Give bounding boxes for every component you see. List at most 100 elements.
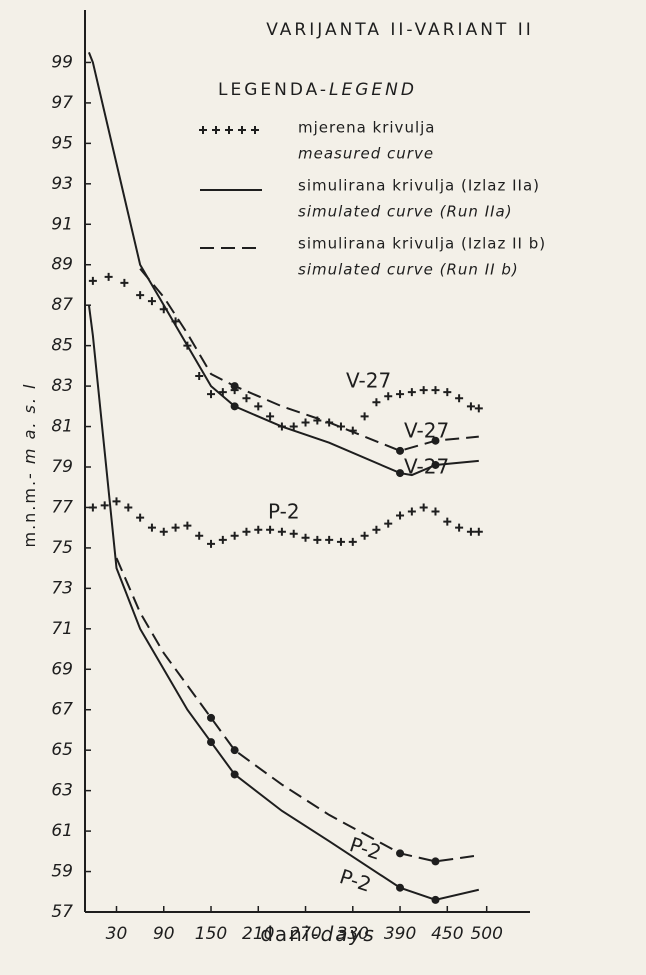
measured-point xyxy=(407,507,416,516)
measured-point xyxy=(384,392,393,401)
measured-point xyxy=(474,404,483,413)
simulated-point xyxy=(230,382,239,391)
y-tick-label: 97 xyxy=(51,93,73,113)
measured-point xyxy=(419,386,428,395)
y-tick-label: 99 xyxy=(51,52,73,72)
curve-label: V-27 xyxy=(404,419,449,443)
simulated-point xyxy=(230,770,239,779)
simulated-line xyxy=(139,268,479,452)
measured-point xyxy=(171,523,180,532)
x-axis-label: dani-days xyxy=(260,922,376,946)
simulated-line xyxy=(88,51,479,477)
y-label-local: m.n.m.- xyxy=(20,464,39,547)
simulated-point xyxy=(431,895,440,904)
measured-point xyxy=(289,529,298,538)
y-tick-label: 95 xyxy=(51,133,73,153)
measured-point xyxy=(407,388,416,397)
simulated-point xyxy=(230,402,239,411)
x-tick-label: 500 xyxy=(470,924,502,944)
measured-point xyxy=(372,398,381,407)
measured-point xyxy=(254,525,263,534)
curve-label: P-2 xyxy=(268,500,300,524)
simulated-point xyxy=(207,713,216,722)
measured-point xyxy=(100,501,109,510)
measured-point xyxy=(207,390,216,399)
y-tick-label: 85 xyxy=(51,336,73,356)
y-tick-label: 93 xyxy=(51,174,73,194)
measured-point xyxy=(124,503,133,512)
measured-point xyxy=(360,531,369,540)
curve-label: V-27 xyxy=(346,369,391,393)
measured-point xyxy=(218,535,227,544)
x-tick-label: 30 xyxy=(106,924,128,944)
measured-point xyxy=(466,527,475,536)
measured-point xyxy=(474,527,483,536)
measured-point xyxy=(159,527,168,536)
y-tick-label: 81 xyxy=(51,417,73,437)
measured-point xyxy=(301,533,310,542)
y-axis-label: m.n.m.- m a. s. l xyxy=(20,382,39,547)
measured-point xyxy=(455,394,464,403)
measured-point xyxy=(289,422,298,431)
x-tick-label: 270 xyxy=(289,924,321,944)
measured-point xyxy=(195,371,204,380)
legend-symbol xyxy=(225,126,233,134)
measured-point xyxy=(443,517,452,526)
simulated-point xyxy=(396,883,405,892)
x-tick-label: 450 xyxy=(431,924,463,944)
simulated-line xyxy=(115,557,479,863)
legend-symbol xyxy=(212,126,220,134)
simulated-line xyxy=(87,305,480,901)
measured-point xyxy=(242,394,251,403)
legend-symbol xyxy=(199,126,207,134)
measured-point xyxy=(384,519,393,528)
legend-label: simulirana krivulja (Izlaz II b) xyxy=(298,235,546,253)
simulated-point xyxy=(431,460,440,469)
curve-label: P-2 xyxy=(347,832,384,865)
y-tick-label: 73 xyxy=(51,578,73,598)
measured-point xyxy=(147,523,156,532)
measured-point xyxy=(88,276,97,285)
y-tick-label: 91 xyxy=(51,214,73,234)
y-tick-label: 87 xyxy=(51,295,73,315)
measured-point xyxy=(360,412,369,421)
simulated-point xyxy=(207,738,216,747)
legend-title-en: LEGEND xyxy=(329,80,417,100)
measured-point xyxy=(396,511,405,520)
y-tick-label: 75 xyxy=(51,538,73,558)
measured-point xyxy=(88,503,97,512)
measured-point xyxy=(136,291,145,300)
simulated-point xyxy=(396,469,405,478)
chart-title: VARIJANTA II-VARIANT II xyxy=(266,20,533,40)
legend-title-local: LEGENDA- xyxy=(218,80,329,100)
y-tick-label: 77 xyxy=(51,497,73,517)
simulated-point xyxy=(230,746,239,755)
measured-point xyxy=(195,531,204,540)
x-label-en: days xyxy=(321,922,376,946)
legend-symbol xyxy=(238,126,246,134)
y-tick-label: 69 xyxy=(51,659,73,679)
x-tick-label: 390 xyxy=(384,924,416,944)
measured-point xyxy=(419,503,428,512)
measured-point xyxy=(120,278,129,287)
measured-point xyxy=(372,525,381,534)
y-tick-label: 63 xyxy=(51,781,73,801)
measured-point xyxy=(136,513,145,522)
measured-point xyxy=(431,386,440,395)
measured-point xyxy=(396,390,405,399)
measured-point xyxy=(443,388,452,397)
measured-point xyxy=(230,531,239,540)
measured-point xyxy=(266,525,275,534)
measured-point xyxy=(254,402,263,411)
y-tick-label: 71 xyxy=(51,619,73,639)
measured-point xyxy=(313,535,322,544)
y-tick-label: 67 xyxy=(51,700,73,720)
y-label-en: m a. s. l xyxy=(20,382,39,464)
measured-point xyxy=(431,507,440,516)
measured-point xyxy=(466,402,475,411)
legend-label-en: simulated curve (Run II b) xyxy=(298,261,519,279)
legend-symbol xyxy=(251,126,259,134)
y-tick-label: 79 xyxy=(51,457,73,477)
measured-point xyxy=(147,297,156,306)
